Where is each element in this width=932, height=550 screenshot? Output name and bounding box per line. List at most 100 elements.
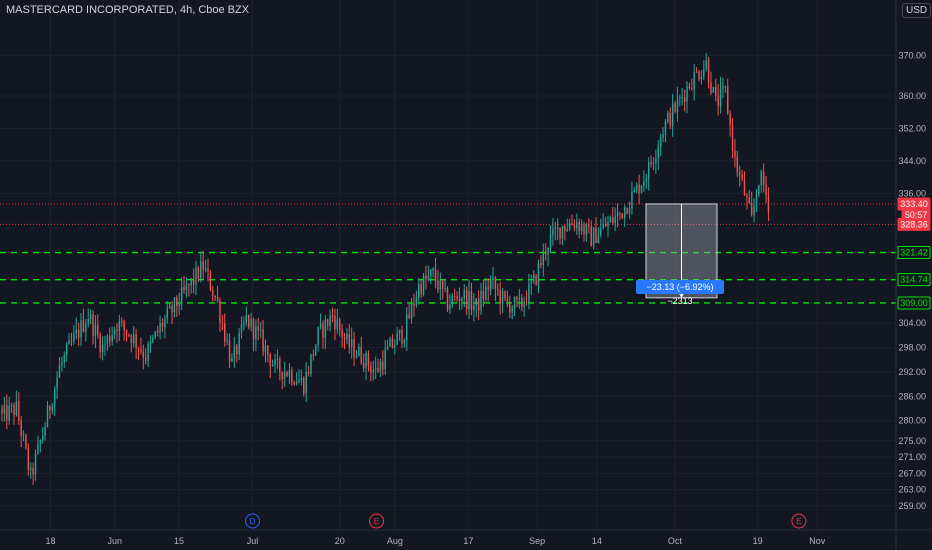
candle-body <box>6 405 8 421</box>
candle-body <box>513 297 516 308</box>
candle-body <box>240 324 243 333</box>
candle-body <box>49 406 51 411</box>
candle-body <box>748 197 751 204</box>
candle-body <box>87 318 89 325</box>
candle-body <box>691 88 693 90</box>
candle-body <box>85 324 87 332</box>
candle-body <box>324 319 327 338</box>
candle-body <box>700 76 703 80</box>
candle-body <box>109 335 111 342</box>
candle-body <box>276 358 279 360</box>
candle-body <box>396 333 398 345</box>
candle-body <box>343 337 346 340</box>
candle-body <box>430 270 432 276</box>
candle-body <box>547 247 549 255</box>
candle-body <box>113 329 116 335</box>
candle-body <box>755 194 758 207</box>
candle-body <box>552 228 554 235</box>
x-tick-label: Nov <box>809 536 826 546</box>
event-marker[interactable] <box>368 513 384 529</box>
currency-button[interactable]: USD <box>902 3 932 18</box>
candle-body <box>312 354 315 356</box>
candle-body <box>360 346 362 363</box>
price-tag-box <box>897 246 931 260</box>
candle-body <box>425 275 427 280</box>
candle-body <box>674 103 676 112</box>
candle-body <box>616 212 619 217</box>
candle-body <box>468 290 470 309</box>
candle-body <box>166 308 168 319</box>
candle-body <box>576 221 578 229</box>
symbol-title: MASTERCARD INCORPORATED, 4h, Cboe BZX <box>6 4 250 16</box>
candle-body <box>190 278 192 286</box>
horizontal-levels[interactable] <box>0 203 896 304</box>
candle-body <box>482 291 485 300</box>
candle-body <box>75 329 77 334</box>
y-tick-label: 352.00 <box>898 123 926 133</box>
candle-body <box>300 377 303 381</box>
x-tick-label: 15 <box>174 536 184 546</box>
price-tag-box <box>897 296 931 310</box>
candle-body <box>451 296 454 305</box>
candle-body <box>228 340 231 362</box>
candle-body <box>621 213 624 218</box>
event-marker[interactable] <box>245 513 261 529</box>
candle-body <box>712 86 715 93</box>
candle-body <box>762 171 765 185</box>
candle-body <box>247 315 250 328</box>
candle-body <box>386 346 389 350</box>
x-tick-label: 14 <box>592 536 602 546</box>
candle-body <box>133 334 135 344</box>
candle-body <box>449 304 451 310</box>
candle-body <box>724 86 727 88</box>
candle-body <box>441 280 444 289</box>
candle-body <box>566 229 568 231</box>
time-axis[interactable]: 18 Jun 15 Jul 20 Aug 17 Sep 14 Oct 19 Nov <box>0 529 932 546</box>
candle-body <box>398 329 401 334</box>
x-tick-label: 18 <box>45 536 55 546</box>
candle-body <box>101 344 104 353</box>
candle-body <box>262 329 264 352</box>
candle-body <box>104 343 106 345</box>
candle-body <box>73 333 75 342</box>
candle-body <box>643 181 645 186</box>
candle-body <box>568 223 571 230</box>
candle-body <box>458 298 461 302</box>
candle-body <box>676 98 679 112</box>
candle-body <box>259 329 262 331</box>
candle-body <box>212 290 214 296</box>
candle-body <box>391 338 394 348</box>
candle-body <box>377 367 379 372</box>
candle-body <box>269 354 271 367</box>
candle-body <box>612 217 614 223</box>
candle-body <box>257 326 260 331</box>
candle-body <box>288 370 291 377</box>
candle-body <box>487 286 489 290</box>
candle-body <box>1 408 3 414</box>
event-marker[interactable] <box>791 513 807 529</box>
price-axis[interactable]: 370.00 360.00 352.00 344.00 336.00 304.00 298.… <box>895 0 931 550</box>
candle-body <box>298 380 300 383</box>
candle-body <box>216 296 219 301</box>
candle-body <box>362 362 365 369</box>
candle-body <box>245 315 248 323</box>
candle-body <box>640 185 643 194</box>
candle-body <box>578 221 580 232</box>
candle-body <box>209 271 212 291</box>
candle-body <box>422 275 425 295</box>
candle-body <box>338 319 341 330</box>
candle-body <box>693 71 695 90</box>
candle-body <box>516 297 518 300</box>
candle-body <box>418 284 420 298</box>
y-tick-label: 304.00 <box>898 318 926 328</box>
candle-body <box>592 227 595 247</box>
candle-body <box>149 341 152 345</box>
candle-body <box>125 329 128 335</box>
candle-body <box>521 298 523 307</box>
candle-body <box>295 382 298 385</box>
candle-body <box>525 301 528 303</box>
candle-body <box>652 162 655 165</box>
candle-body <box>554 228 557 230</box>
